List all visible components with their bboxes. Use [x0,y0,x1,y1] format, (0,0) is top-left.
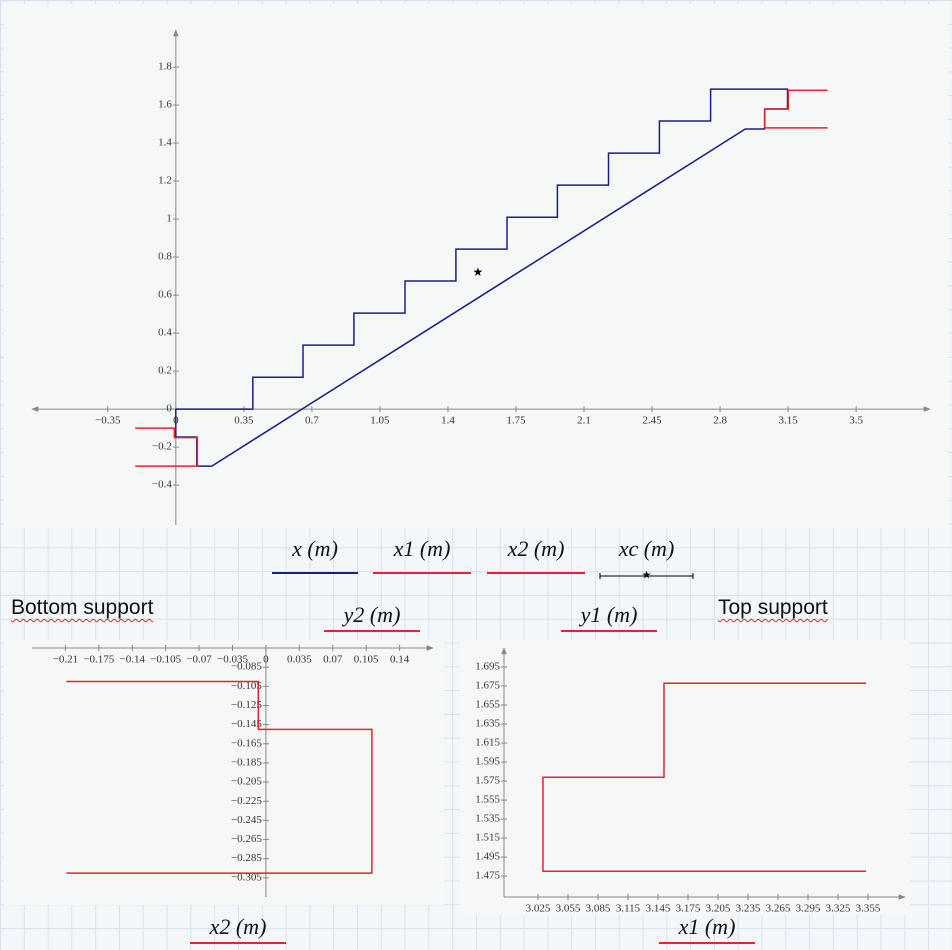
y-tick-label: −0.2 [152,441,172,453]
y-tick-label: −0.125 [231,699,262,711]
y-tick-label: 1.535 [475,813,500,825]
y-tick-label: 1.555 [475,794,500,806]
x-tick-label: 1.05 [370,415,390,427]
x-tick-label: −0.21 [53,654,78,666]
y-tick-label: 1.515 [475,832,500,844]
y-tick-label: 1.6 [158,99,172,111]
x-tick-label: 0.105 [354,654,379,666]
y-tick-label: 1.615 [475,737,500,749]
x-tick-label: 3.205 [706,903,731,915]
y-tick-label: −0.4 [152,479,172,491]
y-tick-label: 1.595 [475,756,500,768]
y-tick-label: 1.675 [475,680,500,692]
y-tick-label: −0.205 [231,776,262,788]
x-tick-label: −0.07 [186,654,212,666]
y-tick-label: 1.635 [475,718,500,730]
x-axis-label: x2 (m) [190,914,286,944]
x-tick-label: 2.8 [713,415,727,427]
legend-label: x2 (m) [507,536,565,561]
y-tick-label: 1 [166,213,172,225]
plot-region [4,640,444,905]
y-tick-label: −0.105 [231,680,262,692]
x-tick-label: 0.35 [234,415,254,427]
series-line [66,680,373,874]
x-tick-label: 0.14 [390,654,410,666]
y-tick-label: 1.655 [475,699,500,711]
y-axis-label: y1 (m) [561,602,657,632]
y-tick-label: 0.8 [158,251,172,263]
x-tick-label: 3.025 [526,903,551,915]
x-tick-label: −0.105 [150,654,181,666]
y-tick-label: 1.495 [475,851,500,863]
x-tick-label: 3.265 [766,903,791,915]
plot-title: Top support [718,596,828,619]
y-axis-label: y2 (m) [324,602,420,632]
plot-region [460,640,910,915]
y-tick-label: 0 [166,403,172,415]
x-tick-label: −0.14 [120,654,146,666]
x-tick-label: 2.1 [577,415,591,427]
x-tick-label: 3.235 [736,903,761,915]
legend-label: x (m) [292,536,338,561]
x-tick-label: 3.055 [556,903,581,915]
series-line [542,682,866,873]
y-tick-label: 1.575 [475,775,500,787]
x-tick-label: 3.15 [778,415,798,427]
y-tick-label: −0.145 [231,718,262,730]
series-line [175,88,789,467]
x-tick-label: 3.145 [646,903,671,915]
x-tick-label: 3.115 [616,903,641,915]
y-tick-label: 0.6 [158,289,172,301]
x-tick-label: 1.4 [441,415,455,427]
y-tick-label: 1.2 [158,175,172,187]
y-tick-label: −0.285 [231,852,262,864]
y-tick-label: −0.185 [231,756,262,768]
x-tick-label: 0 [263,654,269,666]
y-tick-label: −0.305 [231,871,262,883]
x-axis-label: x1 (m) [659,914,755,944]
x-tick-label: 3.325 [826,903,851,915]
plot-title: Bottom support [11,596,154,619]
x-tick-label: 0.07 [323,654,343,666]
legend-label: xc (m) [618,536,675,561]
y-tick-label: −0.165 [231,737,262,749]
x-tick-label: 3.355 [856,903,881,915]
y-tick-label: −0.225 [231,795,262,807]
x-tick-label: 0.035 [287,654,312,666]
y-tick-label: 1.4 [158,137,172,149]
legend-swatch: ★ [642,570,652,582]
x-tick-label: 3.085 [586,903,611,915]
series-line [135,427,199,467]
y-tick-label: 1.475 [475,870,500,882]
x-tick-label: −0.35 [95,415,121,427]
center-point: ★ [473,265,484,279]
plot-region [4,4,948,528]
y-tick-label: 0.2 [158,365,172,377]
x-tick-label: −0.035 [217,654,248,666]
y-tick-label: −0.245 [231,814,262,826]
y-tick-label: 0.4 [158,327,172,339]
y-tick-label: −0.265 [231,833,262,845]
x-tick-label: 3.5 [849,415,863,427]
x-tick-label: 2.45 [642,415,662,427]
legend-label: x1 (m) [393,536,451,561]
series-line [764,89,828,129]
x-tick-label: 3.295 [796,903,821,915]
x-tick-label: 3.175 [676,903,701,915]
x-tick-label: −0.175 [83,654,114,666]
x-tick-label: 1.75 [506,415,526,427]
y-tick-label: 1.8 [158,61,172,73]
x-tick-label: 0.7 [305,415,319,427]
y-tick-label: −0.085 [231,661,262,673]
y-tick-label: 1.695 [475,661,500,673]
